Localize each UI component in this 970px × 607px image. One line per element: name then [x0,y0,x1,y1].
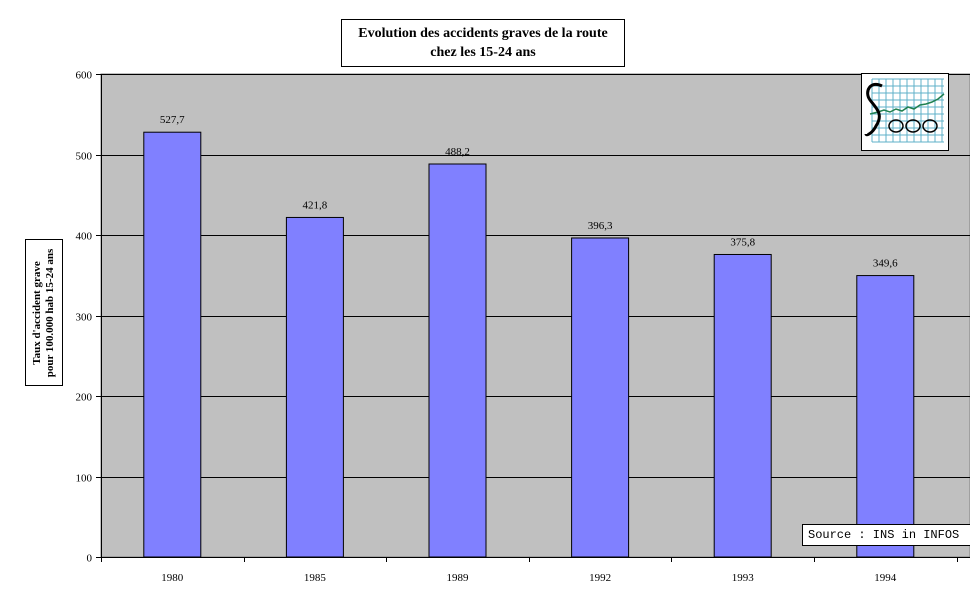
y-tick-label: 0 [87,553,93,565]
data-label: 349,6 [873,258,898,270]
chart-title-line-2: chez les 15-24 ans [430,45,536,60]
x-tick-label: 1980 [161,572,184,584]
chart-title: Evolution des accidents graves de la rou… [341,19,625,67]
data-label: 488,2 [445,146,470,158]
y-tick-label: 600 [76,70,93,82]
bar [428,163,487,558]
y-tick-label: 400 [76,231,93,243]
bar [571,237,630,558]
x-tick-label: 1992 [589,572,611,584]
x-tick-label: 1993 [732,572,755,584]
y-tick-label: 100 [76,473,93,485]
y-tick-label: 500 [76,151,93,163]
labels: 0 100 200 300 400 500 600 527,7 1980 421,8 1985 488… [76,70,899,585]
y-axis-title-line-1: Taux d'accident grave [31,260,43,365]
source-note: Source : INS in INFOS [802,524,970,546]
bar [856,275,915,558]
bars [143,131,915,558]
y-axis-title-line-2: pour 100.000 hab 15-24 ans [44,248,56,377]
bar [713,253,772,558]
x-tick-label: 1994 [874,572,897,584]
y-tick-label: 200 [76,392,93,404]
bar [143,131,202,558]
bar [285,216,344,558]
data-label: 421,8 [303,199,328,211]
y-tick-label: 300 [76,312,93,324]
seeo-logo-icon [861,73,949,151]
y-axis-title: Taux d'accident grave pour 100.000 hab 1… [25,239,63,386]
grid-lines [101,74,970,478]
seeo-logo-graphic [864,78,945,143]
data-label: 527,7 [160,114,185,126]
y-axis-title-text: Taux d'accident grave pour 100.000 hab 1… [31,240,57,385]
plot-area [100,73,970,558]
data-label: 396,3 [588,220,613,232]
chart-title-line-1: Evolution des accidents graves de la rou… [358,26,608,41]
data-label: 375,8 [730,236,755,248]
x-tick-label: 1985 [304,572,327,584]
axes [96,74,970,562]
x-tick-label: 1989 [447,572,470,584]
